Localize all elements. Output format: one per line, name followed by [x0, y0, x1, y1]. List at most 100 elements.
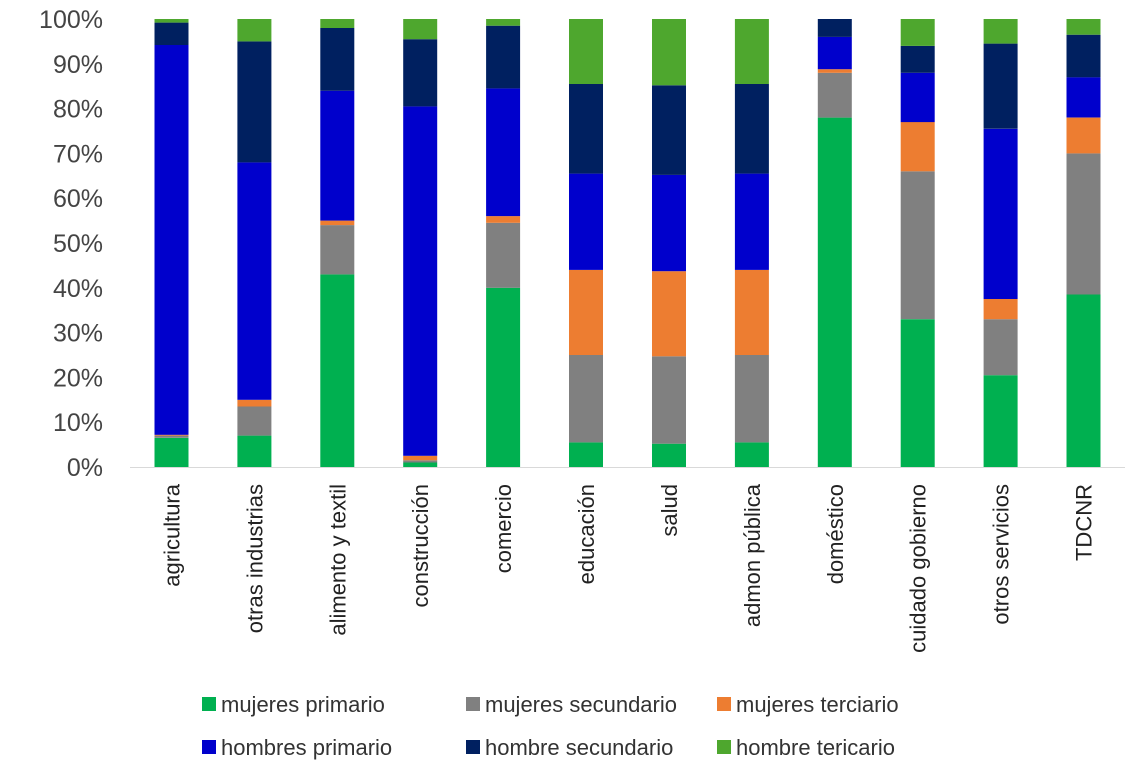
- bar-segment: [154, 437, 189, 467]
- bar-segment: [320, 19, 355, 28]
- bar-segment: [817, 117, 852, 467]
- bar-segment: [569, 19, 603, 84]
- bar-segment: [320, 28, 355, 91]
- bar-segment: [817, 36, 852, 70]
- bar-segment: [320, 274, 355, 467]
- bar-segment: [734, 269, 769, 355]
- bar-segment: [1066, 19, 1101, 35]
- bar-segment: [817, 69, 852, 73]
- bar-segment: [900, 45, 935, 73]
- bar-segment: [983, 319, 1018, 376]
- bar-segment: [983, 299, 1018, 320]
- legend-label: mujeres primario: [221, 692, 385, 717]
- bar-segment: [154, 45, 189, 435]
- bar-segment: [652, 19, 686, 86]
- legend-label: mujeres terciario: [736, 692, 899, 717]
- x-category-label: otros servicios: [989, 484, 1014, 625]
- bar-segment: [1066, 77, 1101, 118]
- bar-segment: [486, 88, 521, 217]
- bar-segment: [237, 399, 272, 407]
- bar-segment: [734, 173, 769, 270]
- bar-segment: [237, 406, 272, 436]
- x-category-label: agricultura: [159, 483, 184, 586]
- bar-segment: [900, 171, 935, 320]
- bar-segment: [154, 435, 189, 438]
- y-tick-label: 90%: [53, 51, 103, 79]
- legend-label: hombre tericario: [736, 735, 895, 760]
- legend-item: hombre secundario: [466, 735, 673, 760]
- legend-item: hombre tericario: [717, 735, 895, 760]
- bar-segment: [652, 85, 686, 175]
- legend-item: mujeres secundario: [466, 692, 677, 717]
- bar-segment: [237, 19, 272, 42]
- x-category-label: comercio: [491, 484, 516, 573]
- legend-item: hombres primario: [202, 735, 392, 760]
- x-category-label: educación: [574, 484, 599, 584]
- bar-segment: [569, 173, 603, 270]
- bar-segment: [154, 434, 189, 436]
- legend-swatch: [202, 697, 216, 711]
- y-tick-label: 40%: [53, 275, 103, 303]
- x-category-label: alimento y textil: [325, 484, 350, 636]
- bar-segment: [734, 355, 769, 443]
- x-category-label: salud: [657, 484, 682, 537]
- bar-segment: [652, 356, 686, 444]
- y-tick-label: 10%: [53, 409, 103, 437]
- legend-label: mujeres secundario: [485, 692, 677, 717]
- bar-segment: [403, 39, 438, 107]
- bar-segment: [486, 222, 521, 288]
- bar-segment: [569, 84, 603, 174]
- bar-segment: [900, 319, 935, 467]
- bar-segment: [403, 106, 438, 456]
- bar-segment: [486, 19, 521, 26]
- y-tick-label: 20%: [53, 364, 103, 392]
- bar-segment: [237, 41, 272, 163]
- x-category-label: construcción: [408, 484, 433, 608]
- bar-segment: [1066, 153, 1101, 295]
- bar-segment: [320, 90, 355, 221]
- x-category-label: otras industrias: [242, 484, 267, 633]
- bar-segment: [983, 19, 1018, 44]
- x-category-label: doméstico: [823, 484, 848, 584]
- bar-segment: [1066, 294, 1101, 467]
- y-tick-label: 50%: [53, 230, 103, 258]
- y-tick-label: 70%: [53, 140, 103, 168]
- bar-segment: [983, 128, 1018, 299]
- bar-segment: [900, 72, 935, 123]
- bar-segment: [320, 220, 355, 226]
- legend-swatch: [717, 740, 731, 754]
- bar-segment: [403, 455, 438, 461]
- x-category-label: admon pública: [740, 483, 765, 627]
- bar-segment: [652, 271, 686, 357]
- bar-segment: [237, 435, 272, 467]
- legend: mujeres primario mujeres secundario mujere…: [202, 692, 899, 760]
- bar-segment: [1066, 117, 1101, 154]
- bar-segment: [817, 19, 852, 37]
- x-axis: agricultura otras industrias alimento y te…: [130, 467, 1125, 653]
- bar-segment: [569, 355, 603, 443]
- bar-segment: [154, 19, 189, 23]
- bar-segment: [734, 19, 769, 84]
- y-tick-label: 0%: [67, 454, 103, 482]
- legend-swatch: [717, 697, 731, 711]
- y-axis: 0% 10% 20% 30% 40% 50% 60% 70% 80% 90% 100%: [39, 6, 103, 482]
- bar-segment: [734, 442, 769, 467]
- bar-segment: [983, 43, 1018, 129]
- bar-segment: [320, 225, 355, 275]
- legend-item: mujeres terciario: [717, 692, 899, 717]
- y-tick-label: 30%: [53, 320, 103, 348]
- legend-label: hombres primario: [221, 735, 392, 760]
- bar-segment: [1066, 34, 1101, 78]
- bar-segment: [569, 442, 603, 467]
- bar-segment: [569, 269, 603, 355]
- bar-segment: [817, 72, 852, 118]
- y-tick-label: 100%: [39, 6, 103, 34]
- bar-segment: [403, 460, 438, 463]
- legend-swatch: [466, 740, 480, 754]
- bar-segment: [652, 174, 686, 272]
- bar-segment: [486, 216, 521, 223]
- bar-segment: [900, 122, 935, 172]
- bar-segment: [486, 25, 521, 89]
- bar-segment: [734, 84, 769, 174]
